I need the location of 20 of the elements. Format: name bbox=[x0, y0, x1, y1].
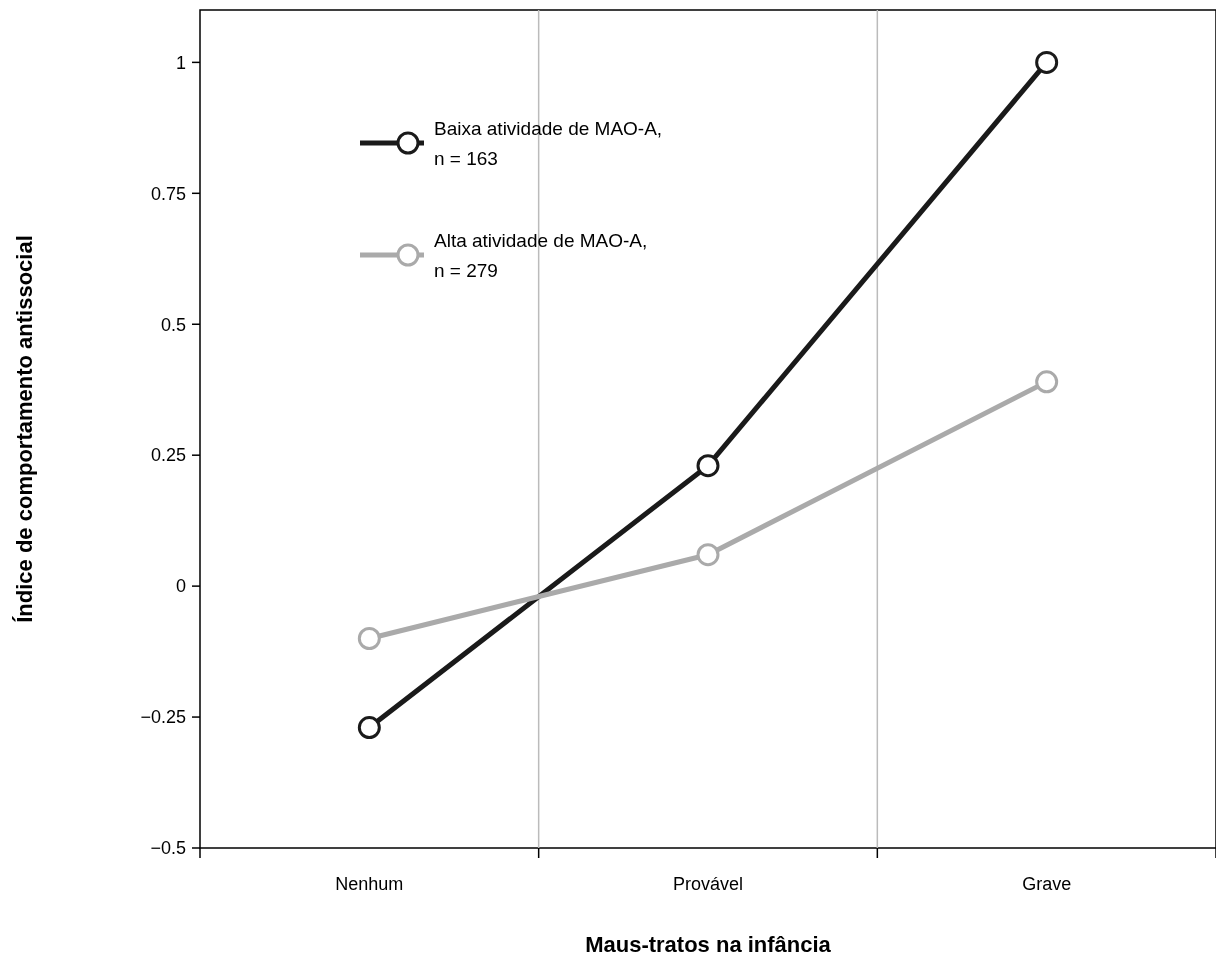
x-tick-label: Nenhum bbox=[335, 874, 404, 894]
y-tick-label: 0.75 bbox=[150, 183, 186, 204]
y-tick-label: 0.25 bbox=[150, 445, 186, 466]
point bbox=[357, 716, 381, 740]
point bbox=[696, 543, 720, 567]
x-tick-label: Grave bbox=[1022, 874, 1072, 894]
legend-label: Baixa atividade de MAO-A, n = 163 bbox=[434, 118, 663, 169]
point bbox=[1035, 370, 1059, 394]
y-tick-label: 0.5 bbox=[160, 314, 186, 335]
x-axis-title: Maus-tratos na infância bbox=[585, 932, 832, 957]
y-tick-label: −0.5 bbox=[150, 838, 186, 859]
y-tick-label: 1 bbox=[175, 52, 186, 73]
point bbox=[1035, 50, 1059, 74]
y-tick-label: 0 bbox=[175, 576, 186, 597]
point bbox=[357, 627, 381, 650]
legend-label: Alta atividade de MAO-A, n = 279 bbox=[434, 230, 648, 281]
x-tick-label: Provável bbox=[672, 874, 744, 894]
y-tick-label: −0.25 bbox=[140, 707, 186, 728]
point bbox=[696, 454, 720, 478]
y-axis-title: Índice de comportamento antissocial bbox=[12, 235, 37, 623]
